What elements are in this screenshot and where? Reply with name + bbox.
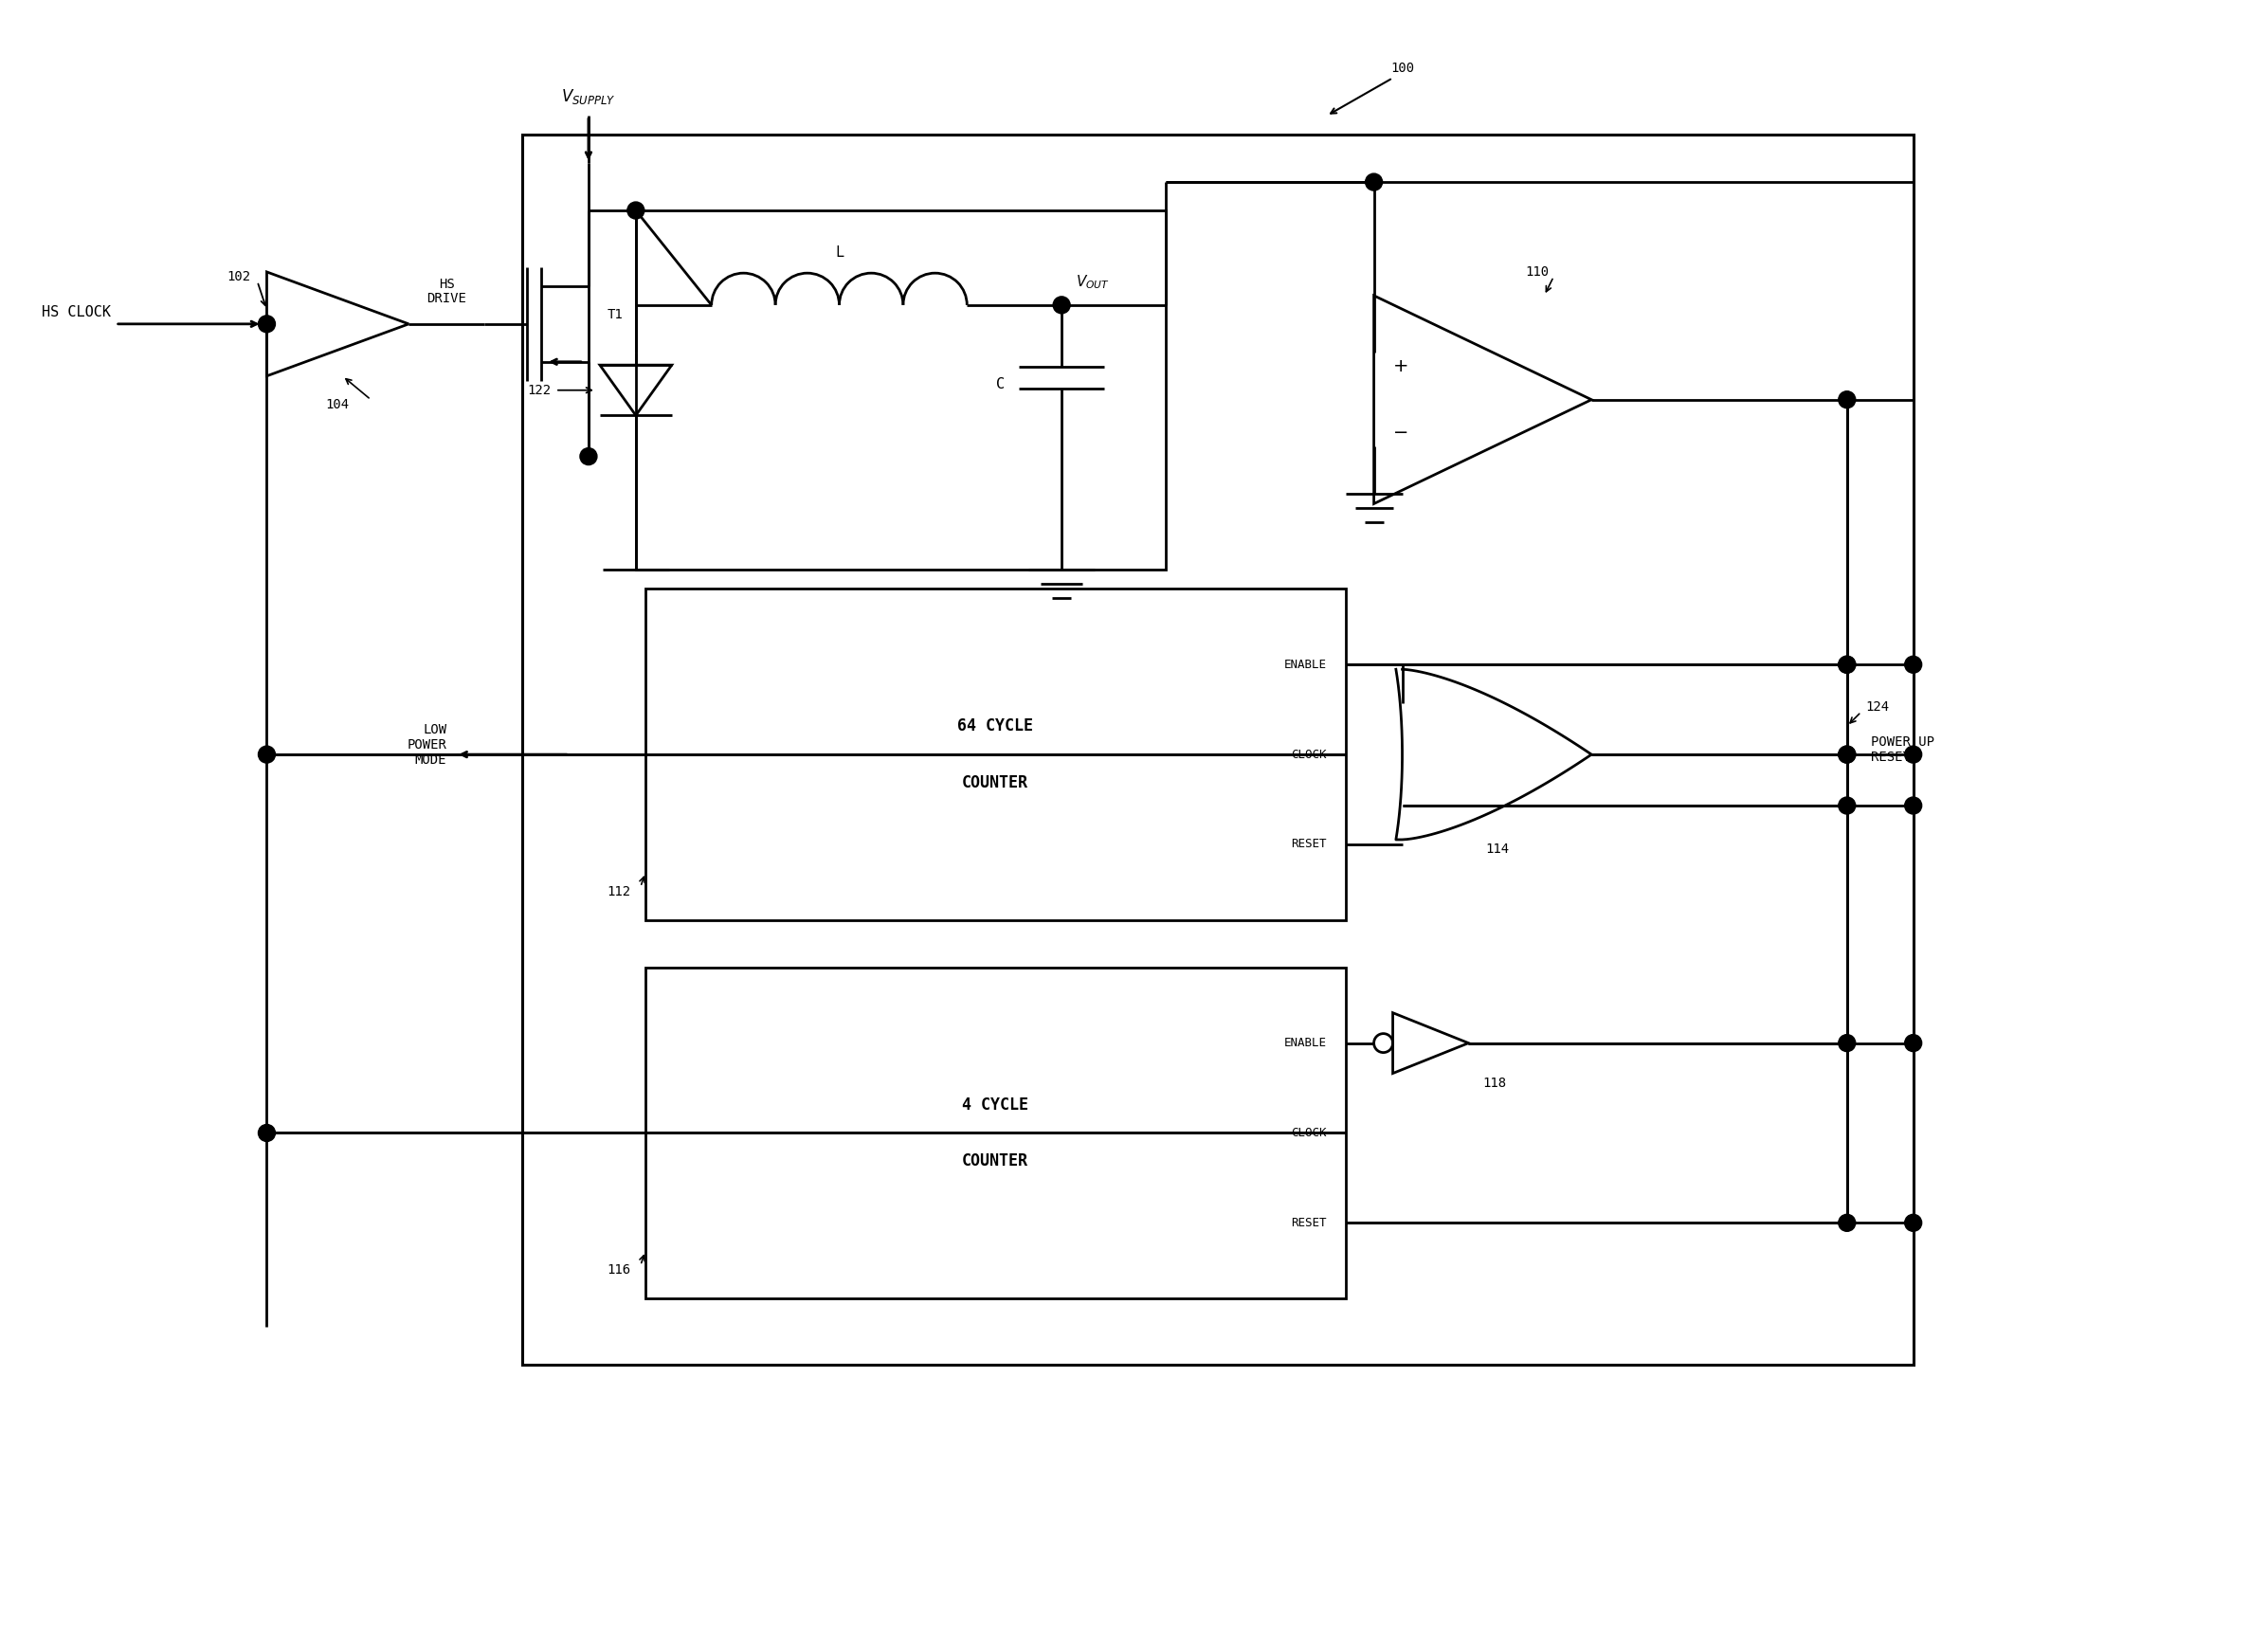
Text: L: L [835,246,844,259]
Text: T1: T1 [608,308,624,321]
Text: C: C [996,377,1005,391]
Circle shape [259,1124,274,1142]
Circle shape [1365,173,1383,191]
Bar [646,967,1345,1298]
Text: ENABLE: ENABLE [1284,1037,1327,1049]
Circle shape [1905,1034,1921,1052]
Text: 112: 112 [608,886,631,899]
Text: 114: 114 [1486,843,1508,856]
Circle shape [1905,745,1921,763]
Circle shape [1839,1215,1855,1231]
Text: +: + [1393,357,1408,375]
Text: −: − [1393,424,1408,442]
Text: 110: 110 [1526,266,1549,279]
Text: 104: 104 [327,398,349,411]
Bar [635,210,1166,569]
Circle shape [1905,798,1921,814]
Circle shape [1839,745,1855,763]
Circle shape [581,449,596,465]
Circle shape [1839,1034,1855,1052]
Text: 102: 102 [227,271,249,284]
Text: RESET: RESET [1290,1217,1327,1230]
Text: CLOCK: CLOCK [1290,749,1327,760]
Text: 64 CYCLE: 64 CYCLE [957,718,1034,734]
Circle shape [1839,745,1855,763]
Text: $V_{OUT}$: $V_{OUT}$ [1075,272,1109,290]
Circle shape [1839,798,1855,814]
Circle shape [628,202,644,219]
Text: 116: 116 [608,1264,631,1277]
Bar [522,135,1914,1365]
Circle shape [1839,656,1855,674]
Text: RESET: RESET [1290,838,1327,850]
Text: 100: 100 [1390,62,1415,75]
Text: COUNTER: COUNTER [962,1153,1030,1169]
Text: $V_{SUPPLY}$: $V_{SUPPLY}$ [560,88,617,106]
Text: POWER UP
RESET: POWER UP RESET [1871,736,1935,765]
Text: 124: 124 [1867,701,1889,714]
Circle shape [1052,297,1070,313]
Text: LOW
POWER
MODE: LOW POWER MODE [406,723,447,767]
Text: 4 CYCLE: 4 CYCLE [962,1096,1030,1112]
Bar [646,589,1345,920]
Text: CLOCK: CLOCK [1290,1127,1327,1138]
Text: HS
DRIVE: HS DRIVE [426,277,467,305]
Text: HS CLOCK: HS CLOCK [41,305,111,320]
Circle shape [1905,1215,1921,1231]
Circle shape [1839,656,1855,674]
Circle shape [1839,391,1855,408]
Text: 122: 122 [526,383,551,396]
Text: ENABLE: ENABLE [1284,659,1327,670]
Circle shape [1905,656,1921,674]
Text: 118: 118 [1483,1076,1506,1090]
Circle shape [259,745,274,763]
Circle shape [259,315,274,333]
Text: COUNTER: COUNTER [962,775,1030,791]
